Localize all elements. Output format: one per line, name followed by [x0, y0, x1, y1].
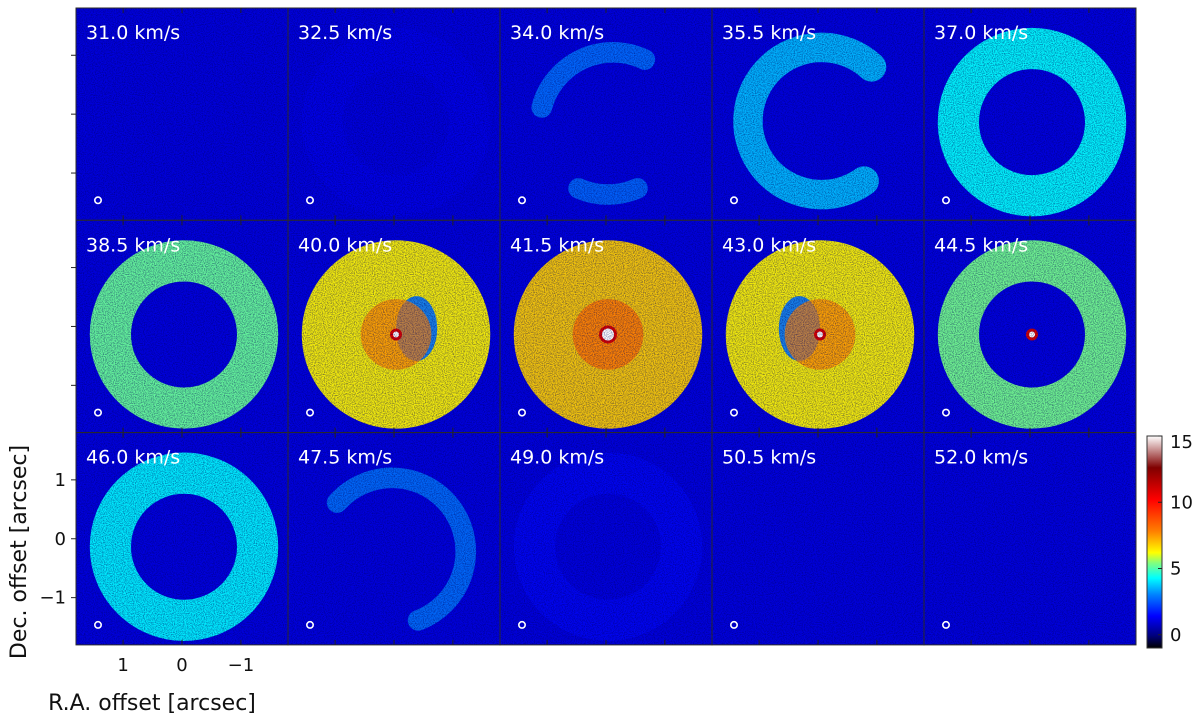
channel-panel: 50.5 km/s — [711, 432, 925, 646]
beam-icon — [94, 620, 103, 629]
y-tick-label: −1 — [39, 588, 66, 609]
velocity-label: 38.5 km/s — [86, 234, 180, 256]
beam-icon — [94, 196, 103, 205]
channel-panel: 37.0 km/s — [923, 7, 1137, 221]
panel-background — [76, 8, 288, 221]
emission-ring — [89, 240, 279, 429]
channel-panel: 46.0 km/s — [75, 432, 289, 646]
beam-icon — [94, 408, 103, 417]
beam-icon — [941, 196, 950, 205]
channel-panel: 41.5 km/s — [499, 219, 713, 434]
emission-ring — [89, 452, 279, 641]
emission-arc — [531, 42, 656, 118]
emission-ring — [937, 240, 1127, 429]
velocity-label: 37.0 km/s — [934, 22, 1028, 44]
channel-panel: 31.0 km/s — [75, 7, 289, 221]
colorbar-tick-label: 10 — [1170, 492, 1193, 513]
beam-icon — [941, 408, 950, 417]
velocity-label: 32.5 km/s — [298, 22, 392, 44]
beam-icon — [729, 408, 738, 417]
channel-panel: 35.5 km/s — [711, 7, 925, 221]
axes: 1 0 −1 1 0 −1 — [39, 8, 1090, 676]
velocity-label: 49.0 km/s — [510, 447, 604, 469]
channel-panel: 34.0 km/s — [499, 7, 713, 221]
velocity-label: 46.0 km/s — [86, 447, 180, 469]
velocity-label: 31.0 km/s — [86, 22, 180, 44]
channel-panels: 31.0 km/s 32.5 km/s 34.0 km/s 35.5 km/s 37.0… — [75, 7, 1137, 646]
channel-panel: 40.0 km/s — [287, 219, 501, 434]
beam-icon — [305, 620, 314, 629]
beam-icon — [941, 620, 950, 629]
beam-icon — [517, 408, 526, 417]
beam-icon — [305, 196, 314, 205]
emission-arc — [326, 467, 477, 631]
central-source-peak — [393, 331, 399, 338]
velocity-label: 44.5 km/s — [934, 234, 1028, 256]
velocity-label: 43.0 km/s — [722, 234, 816, 256]
emission-ring — [513, 452, 703, 641]
emission-ring — [937, 27, 1127, 217]
colorbar-scale — [1146, 435, 1163, 649]
colorbar-tick-label: 0 — [1170, 625, 1181, 646]
x-tick-label: 0 — [176, 655, 187, 676]
x-tick-label: −1 — [228, 655, 255, 676]
y-tick-label: 0 — [55, 529, 66, 550]
beam-icon — [517, 620, 526, 629]
panel-background — [924, 432, 1136, 645]
emission-arc — [568, 178, 648, 205]
channel-panel: 43.0 km/s — [711, 219, 925, 434]
channel-panel: 52.0 km/s — [923, 432, 1137, 646]
channel-panel: 38.5 km/s — [75, 219, 289, 434]
central-source-peak — [817, 331, 823, 338]
y-axis-label: Dec. offset [arcsec] — [7, 445, 32, 659]
central-source-peak — [1029, 331, 1035, 338]
emission-ring — [301, 27, 491, 217]
beam-icon — [517, 196, 526, 205]
velocity-label: 47.5 km/s — [298, 447, 392, 469]
channel-panel: 44.5 km/s — [923, 219, 1137, 434]
velocity-label: 34.0 km/s — [510, 22, 604, 44]
beam-icon — [305, 408, 314, 417]
beam-icon — [729, 196, 738, 205]
velocity-label: 40.0 km/s — [298, 234, 392, 256]
colorbar: 0 5 10 15 — [1146, 432, 1193, 649]
y-tick-label: 1 — [55, 470, 66, 491]
colorbar-tick-label: 5 — [1170, 559, 1181, 580]
central-source-peak — [602, 328, 614, 341]
velocity-label: 41.5 km/s — [510, 234, 604, 256]
emission-arc — [733, 32, 887, 210]
channel-panel: 32.5 km/s — [287, 7, 501, 221]
channel-panel: 49.0 km/s — [499, 432, 713, 646]
velocity-label: 50.5 km/s — [722, 447, 816, 469]
colorbar-tick-label: 15 — [1170, 432, 1193, 453]
velocity-label: 35.5 km/s — [722, 22, 816, 44]
channel-panel: 47.5 km/s — [287, 432, 501, 646]
beam-icon — [729, 620, 738, 629]
x-tick-label: 1 — [117, 655, 128, 676]
x-axis-label: R.A. offset [arcsec] — [48, 691, 256, 716]
panel-background — [712, 432, 924, 645]
velocity-label: 52.0 km/s — [934, 447, 1028, 469]
